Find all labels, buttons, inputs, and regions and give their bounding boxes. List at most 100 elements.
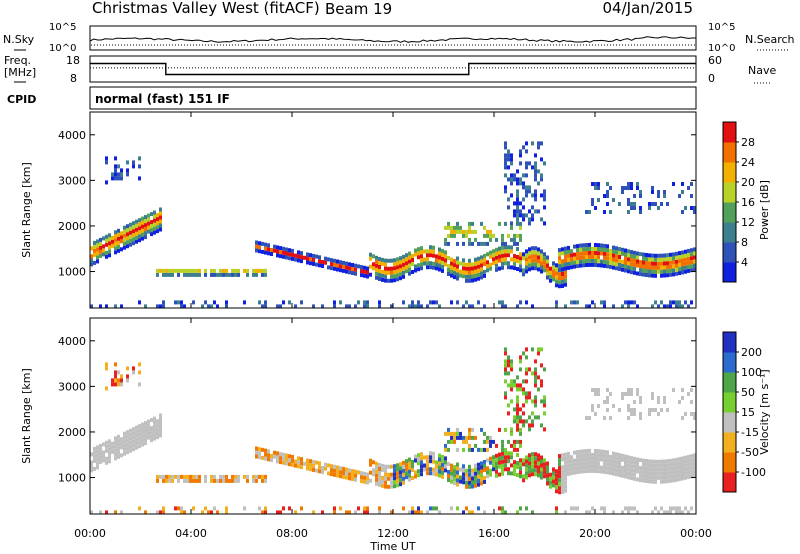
power-cell: [441, 268, 444, 273]
power-cell: [219, 272, 222, 277]
velocity-cell: [162, 478, 165, 483]
velocity-cell: [531, 456, 534, 461]
velocity-cell: [525, 459, 528, 464]
velocity-cell: [474, 471, 477, 476]
velocity-cell: [603, 465, 606, 470]
power-cell: [618, 255, 621, 259]
power-cell: [513, 201, 516, 206]
power-cell: [477, 300, 480, 305]
velocity-cell: [264, 474, 267, 479]
velocity-cell: [462, 472, 465, 477]
velocity-cell: [132, 443, 135, 448]
velocity-cell: [465, 476, 468, 481]
velocity-cell: [675, 510, 678, 515]
velocity-cell: [372, 468, 375, 473]
velocity-cell: [405, 467, 408, 472]
velocity-cell: [561, 465, 564, 470]
power-cell: [402, 270, 405, 275]
power-cell: [189, 268, 192, 273]
power-cell: [540, 193, 543, 198]
velocity-cell: [669, 506, 672, 511]
noise-right-tick-top: 10^5: [708, 22, 735, 33]
power-cell: [681, 250, 684, 255]
power-cell: [522, 268, 525, 273]
velocity-cell: [618, 453, 621, 457]
velocity-cell: [534, 460, 537, 465]
power-cell: [651, 186, 654, 190]
velocity-cell: [606, 466, 609, 471]
velocity-cell: [414, 510, 417, 515]
power-cell: [204, 272, 207, 277]
velocity-cell: [102, 450, 105, 455]
power-cell: [261, 241, 264, 246]
power-cell: [519, 161, 522, 166]
velocity-cell: [561, 457, 564, 462]
power-cell: [663, 304, 666, 309]
velocity-panel: [89, 317, 697, 515]
power-cell: [564, 250, 567, 255]
power-cell: [498, 300, 501, 305]
velocity-cell: [381, 475, 384, 480]
power-cell: [513, 173, 516, 178]
power-cell: [114, 168, 117, 173]
velocity-cell: [165, 478, 168, 483]
velocity-cell: [330, 472, 333, 477]
velocity-cell: [297, 464, 300, 469]
power-cell: [273, 244, 276, 249]
velocity-cell: [117, 434, 120, 439]
power-cell: [435, 300, 438, 305]
velocity-cell: [375, 461, 378, 466]
velocity-cell: [138, 436, 141, 441]
velocity-cell: [693, 461, 696, 466]
power-cell: [408, 304, 411, 309]
velocity-cell: [387, 476, 390, 481]
power-cell: [567, 253, 570, 258]
power-cell: [390, 274, 393, 279]
velocity-cell: [675, 506, 678, 511]
power-cell: [252, 268, 255, 273]
power-cell: [678, 271, 681, 276]
power-cell: [540, 217, 543, 222]
power-cell: [492, 233, 495, 238]
power-cell: [540, 261, 543, 266]
velocity-cell: [606, 462, 609, 467]
power-cell: [480, 259, 483, 264]
velocity-cell: [498, 464, 501, 469]
power-cell: [513, 177, 516, 182]
velocity-cell: [525, 347, 528, 352]
power-cell: [531, 254, 534, 259]
velocity-cell: [501, 439, 504, 444]
power-cell: [621, 186, 624, 190]
power-cell: [90, 304, 93, 309]
power-cell: [264, 242, 267, 247]
power-cell: [642, 272, 645, 277]
velocity-cell: [369, 458, 372, 463]
power-cell: [153, 218, 156, 223]
power-cell: [456, 256, 459, 261]
velocity-cell: [378, 506, 381, 511]
velocity-cell: [519, 462, 522, 467]
power-cell: [141, 228, 144, 233]
velocity-cell: [570, 506, 573, 511]
power-cell: [624, 268, 627, 273]
power-cell: [525, 161, 528, 166]
velocity-cell: [645, 467, 648, 471]
velocity-cell: [576, 454, 579, 459]
velocity-cell: [513, 415, 516, 420]
power-cell: [483, 225, 486, 230]
power-cell: [657, 253, 660, 258]
power-cell: [624, 186, 627, 190]
velocity-cell: [624, 458, 627, 463]
power-cell: [432, 245, 435, 250]
velocity-cell: [609, 458, 612, 463]
power-cell: [429, 300, 432, 305]
power-cell: [477, 268, 480, 273]
power-cell: [417, 255, 420, 260]
power-cell: [435, 254, 438, 259]
velocity-cell: [636, 477, 639, 482]
power-cell: [141, 220, 144, 225]
velocity-cell: [603, 453, 606, 458]
velocity-cell: [300, 461, 303, 466]
power-cell: [510, 257, 513, 262]
power-cell: [258, 268, 261, 273]
